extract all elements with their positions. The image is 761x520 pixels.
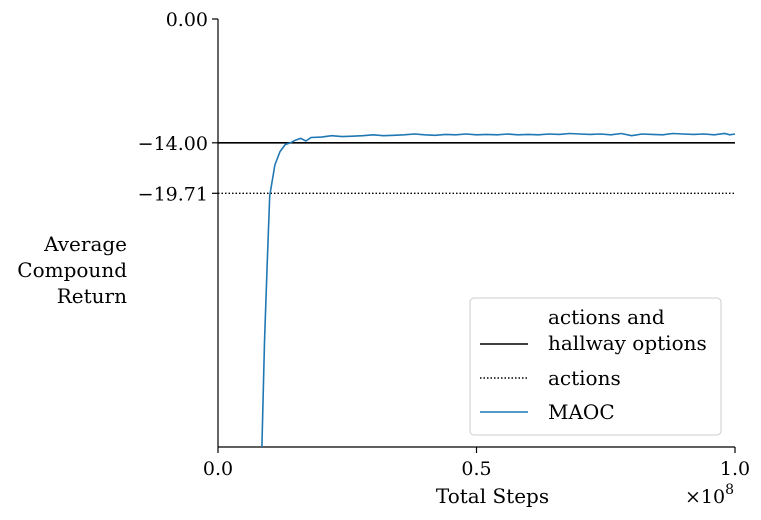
- y-axis-label: Return: [57, 284, 127, 308]
- x-tick-label: 0.0: [203, 458, 233, 480]
- x-tick-label: 0.5: [461, 458, 491, 480]
- legend-label: MAOC: [548, 400, 615, 424]
- axes: [212, 18, 736, 453]
- plot-area: [218, 132, 736, 448]
- x-multiplier-label: ×108: [685, 482, 734, 508]
- legend-label: hallway options: [548, 331, 707, 355]
- y-axis-label: Average: [43, 232, 127, 256]
- series-line: [261, 132, 736, 448]
- y-tick-label: −14.00: [138, 133, 208, 155]
- tick-labels: 0.00 −14.00 −19.71 0.0 0.5 1.0×108: [138, 9, 750, 508]
- legend-label: actions: [548, 366, 621, 390]
- legend-label: actions and: [548, 305, 665, 329]
- x-axis-label: Total Steps: [436, 484, 549, 508]
- y-tick-label: 0.00: [166, 9, 208, 31]
- legend-box: [469, 297, 722, 436]
- y-axis-label: Compound: [17, 258, 127, 282]
- x-tick-label: 1.0: [720, 458, 750, 480]
- y-tick-label: −19.71: [138, 183, 208, 205]
